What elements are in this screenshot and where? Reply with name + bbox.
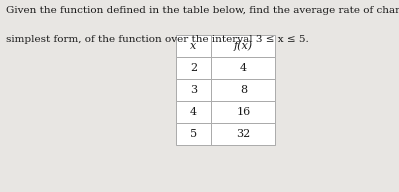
Bar bbox=[176, 57, 211, 79]
Text: 4: 4 bbox=[190, 107, 197, 117]
Bar bbox=[211, 123, 275, 145]
Bar bbox=[176, 123, 211, 145]
Text: 5: 5 bbox=[190, 129, 197, 139]
Text: x: x bbox=[190, 41, 197, 51]
Bar bbox=[211, 101, 275, 123]
Text: 32: 32 bbox=[236, 129, 251, 139]
Text: 8: 8 bbox=[240, 85, 247, 95]
Text: 16: 16 bbox=[236, 107, 251, 117]
Bar bbox=[176, 101, 211, 123]
Bar bbox=[211, 79, 275, 101]
Text: 3: 3 bbox=[190, 85, 197, 95]
Bar bbox=[176, 35, 211, 57]
Text: simplest form, of the function over the interval 3 ≤ x ≤ 5.: simplest form, of the function over the … bbox=[6, 35, 309, 44]
Text: 4: 4 bbox=[240, 63, 247, 73]
Text: 2: 2 bbox=[190, 63, 197, 73]
Bar bbox=[211, 57, 275, 79]
Bar bbox=[211, 35, 275, 57]
Bar bbox=[176, 79, 211, 101]
Text: Given the function defined in the table below, find the average rate of change, : Given the function defined in the table … bbox=[6, 6, 399, 15]
Text: f(x): f(x) bbox=[234, 40, 253, 51]
